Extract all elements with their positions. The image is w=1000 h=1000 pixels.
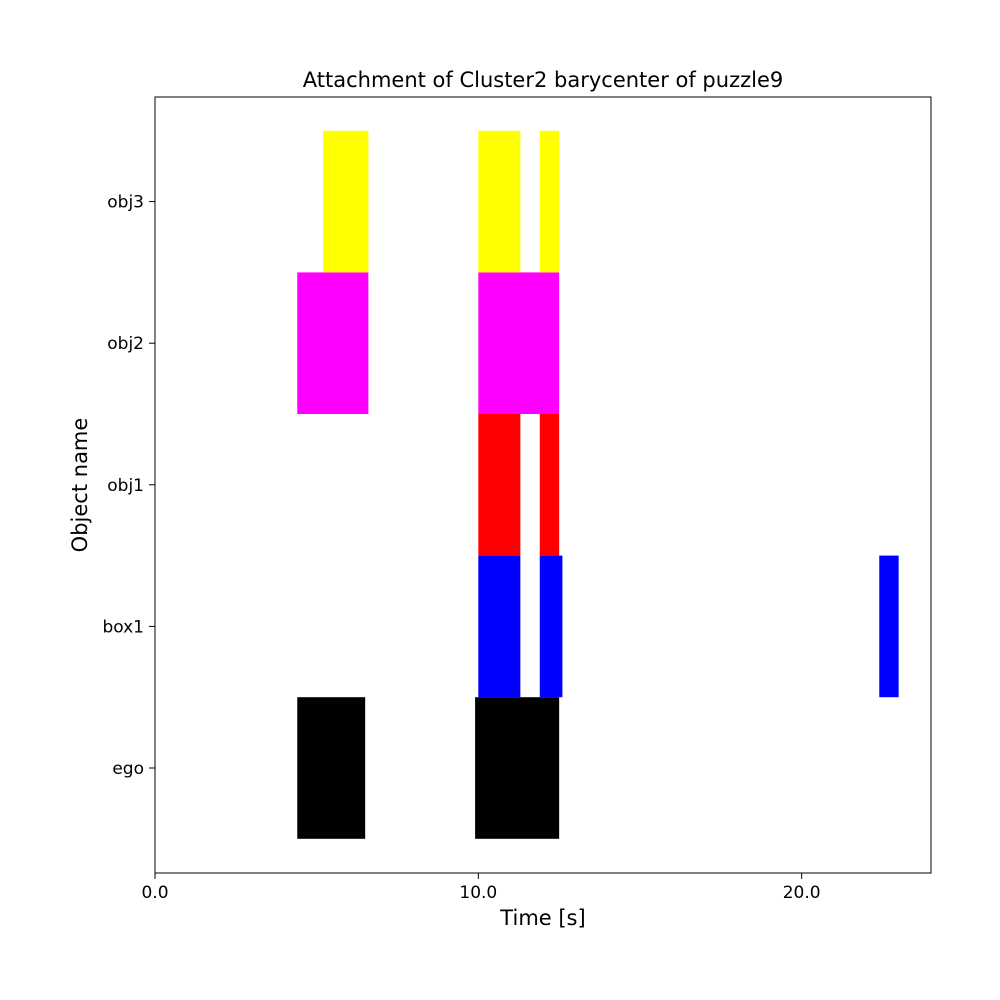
x-tick-label-1: 10.0 (459, 883, 497, 903)
x-tick-label-0: 0.0 (141, 883, 168, 903)
y-tick-label-ego: ego (112, 759, 144, 779)
bar-ego-1 (475, 697, 560, 839)
y-tick-label-box1: box1 (102, 617, 144, 637)
y-tick-label-obj3: obj3 (107, 193, 144, 213)
y-tick-label-obj2: obj2 (107, 334, 144, 354)
bar-box1-0 (478, 555, 521, 698)
x-tick-label-2: 20.0 (783, 883, 821, 903)
bar-obj1-0 (478, 414, 521, 556)
bar-obj1-1 (539, 414, 560, 556)
plot-frame (154, 96, 932, 874)
bars-layer (297, 130, 899, 839)
bar-box1-2 (879, 555, 899, 698)
x-axis-label: Time [s] (499, 906, 585, 930)
bar-ego-0 (297, 697, 366, 839)
ticks-layer: ego box1 obj1 obj2 obj3 0.0 10.0 20.0 (102, 193, 820, 903)
bar-obj3-2 (539, 130, 560, 273)
y-axis-label: Object name (68, 418, 92, 553)
bar-obj2-0 (297, 272, 369, 414)
bar-obj3-1 (478, 130, 521, 273)
bar-obj2-1 (478, 272, 560, 414)
y-tick-label-obj1: obj1 (107, 476, 144, 496)
bar-box1-1 (539, 555, 563, 698)
chart-title: Attachment of Cluster2 barycenter of puz… (303, 68, 784, 92)
bar-obj3-0 (323, 130, 369, 273)
